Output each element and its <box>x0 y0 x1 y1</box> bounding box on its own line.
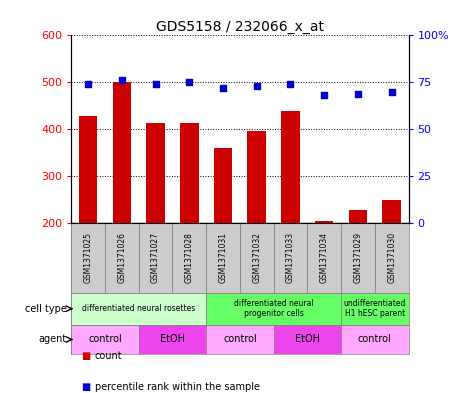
Bar <box>113 82 131 223</box>
Point <box>354 90 362 97</box>
Text: cell type: cell type <box>25 304 67 314</box>
Bar <box>382 200 401 223</box>
Text: differentiated neural rosettes: differentiated neural rosettes <box>82 304 195 313</box>
Bar <box>247 132 266 223</box>
Point <box>253 83 260 89</box>
Bar <box>105 223 139 293</box>
Text: percentile rank within the sample: percentile rank within the sample <box>95 382 260 392</box>
Text: EtOH: EtOH <box>295 334 320 345</box>
Text: GSM1371033: GSM1371033 <box>286 232 295 283</box>
Bar <box>274 223 307 293</box>
Text: GSM1371030: GSM1371030 <box>387 232 396 283</box>
Bar <box>349 210 367 223</box>
Bar <box>307 223 341 293</box>
Bar <box>79 116 97 223</box>
Text: agent: agent <box>38 334 66 345</box>
Bar <box>180 123 199 223</box>
Bar <box>71 293 206 325</box>
Text: count: count <box>95 351 123 361</box>
Text: differentiated neural
progenitor cells: differentiated neural progenitor cells <box>234 299 314 318</box>
Bar <box>274 325 341 354</box>
Text: GSM1371032: GSM1371032 <box>252 232 261 283</box>
Point <box>320 92 328 99</box>
Bar <box>139 223 172 293</box>
Point <box>287 81 294 87</box>
Point <box>152 81 160 87</box>
Text: GSM1371029: GSM1371029 <box>353 232 362 283</box>
Bar <box>71 325 139 354</box>
Text: undifferentiated
H1 hESC parent: undifferentiated H1 hESC parent <box>343 299 406 318</box>
Bar <box>214 148 232 223</box>
Bar <box>139 325 206 354</box>
Bar <box>172 223 206 293</box>
Text: ■: ■ <box>81 351 90 361</box>
Text: EtOH: EtOH <box>160 334 185 345</box>
Text: control: control <box>358 334 392 345</box>
Point <box>118 77 125 84</box>
Bar <box>206 293 341 325</box>
Title: GDS5158 / 232066_x_at: GDS5158 / 232066_x_at <box>156 20 324 34</box>
Text: GSM1371034: GSM1371034 <box>320 232 329 283</box>
Text: GSM1371026: GSM1371026 <box>117 232 126 283</box>
Point <box>388 88 396 95</box>
Text: control: control <box>88 334 122 345</box>
Bar <box>341 293 408 325</box>
Bar <box>146 123 165 223</box>
Bar <box>341 325 408 354</box>
Text: GSM1371031: GSM1371031 <box>218 232 228 283</box>
Text: GSM1371027: GSM1371027 <box>151 232 160 283</box>
Bar <box>315 220 333 223</box>
Text: GSM1371025: GSM1371025 <box>84 232 93 283</box>
Text: control: control <box>223 334 257 345</box>
Point <box>219 85 227 91</box>
Bar <box>375 223 408 293</box>
Bar <box>240 223 274 293</box>
Text: ■: ■ <box>81 382 90 392</box>
Text: GSM1371028: GSM1371028 <box>185 232 194 283</box>
Bar <box>281 111 300 223</box>
Bar <box>341 223 375 293</box>
Bar <box>206 325 274 354</box>
Point <box>185 79 193 85</box>
Bar <box>206 223 240 293</box>
Point <box>85 81 92 87</box>
Bar <box>71 223 105 293</box>
